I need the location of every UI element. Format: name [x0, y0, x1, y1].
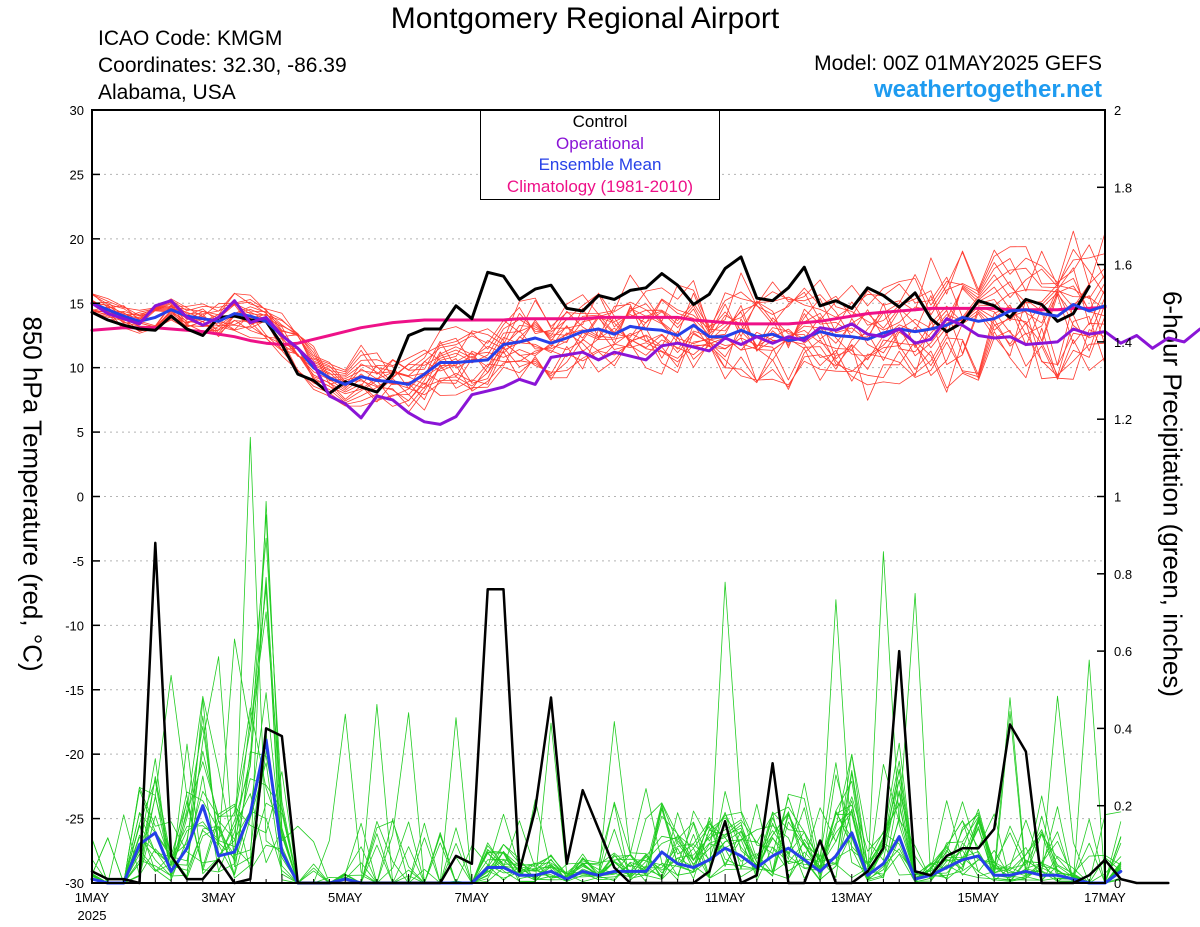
site-link[interactable]: weathertogether.net [873, 76, 1102, 103]
temp-member-line [91, 311, 1106, 407]
x-tick-label: 3MAY [201, 890, 236, 905]
temp-member-line [91, 310, 1106, 407]
precip-member-line [91, 659, 1122, 884]
y2-tick-label: 1.2 [1114, 412, 1132, 427]
y-tick-label: -10 [65, 618, 84, 633]
y2-tick-label: 0.8 [1114, 567, 1132, 582]
y-tick-label: -30 [65, 876, 84, 891]
coordinates: Coordinates: 32.30, -86.39 [98, 54, 347, 77]
temp-member-line [91, 306, 1106, 403]
x-tick-label: 17MAY [1084, 890, 1126, 905]
x-tick-label: 11MAY [705, 890, 746, 905]
temp-member-line [91, 230, 1106, 375]
y2-tick-label: 0.6 [1114, 644, 1132, 659]
x-tick-label: 7MAY [455, 890, 490, 905]
x-tick-sublabel: 2025 [78, 908, 107, 923]
icao-code: ICAO Code: KMGM [98, 27, 283, 50]
temp-member-line [91, 267, 1106, 382]
x-tick-label: 9MAY [581, 890, 616, 905]
precip-member-line [91, 743, 1122, 884]
temp-member-line [91, 267, 1106, 388]
precip-member-line [91, 599, 1122, 884]
y2-tick-label: 1.4 [1114, 335, 1132, 350]
precip-member-line [91, 697, 1122, 884]
legend-control: Control [572, 112, 628, 131]
y-tick-label: 0 [77, 490, 84, 505]
y-tick-label: 15 [70, 296, 84, 311]
y-tick-label: -15 [65, 683, 84, 698]
legend-climatology: Climatology (1981-2010) [506, 176, 694, 196]
temp-member-line [91, 244, 1106, 377]
precip-member-line [91, 611, 1122, 884]
model-run: Model: 00Z 01MAY2025 GEFS [814, 52, 1102, 75]
y2-tick-label: 0 [1114, 876, 1121, 891]
y2-tick-label: 0.4 [1114, 721, 1132, 736]
climatology-line [90, 305, 1107, 346]
precip-member-line [91, 500, 1122, 884]
precip-member-line [91, 750, 1122, 884]
x-tick-label: 1MAY [75, 890, 110, 905]
y-tick-label: 20 [70, 232, 84, 247]
y-tick-label: 30 [70, 103, 84, 118]
y-tick-label: -25 [65, 812, 84, 827]
x-tick-label: 15MAY [958, 890, 1000, 905]
y-tick-label: -20 [65, 747, 84, 762]
temp-operational-line [90, 299, 1200, 426]
region: Alabama, USA [98, 81, 236, 104]
y-tick-label: 5 [77, 425, 84, 440]
y2-tick-label: 1 [1114, 490, 1121, 505]
legend: Control Operational Ensemble Mean Climat… [480, 110, 720, 200]
y2-tick-label: 1.6 [1114, 258, 1132, 273]
chart-title: Montgomery Regional Airport [390, 2, 780, 35]
legend-operational: Operational [556, 133, 644, 153]
y-tick-label: 25 [70, 167, 84, 182]
precip-member-line [91, 656, 1122, 884]
precip-member-line [91, 577, 1122, 884]
x-tick-label: 5MAY [328, 890, 363, 905]
temp-member-line [91, 248, 1106, 384]
y2-tick-label: 1.8 [1114, 180, 1132, 195]
x-tick-label: 13MAY [831, 890, 873, 905]
y-tick-label: 10 [70, 361, 84, 376]
legend-ensemble-mean: Ensemble Mean [538, 155, 662, 174]
temp-member-line [91, 310, 1106, 411]
temp-member-line [91, 251, 1106, 378]
y2-tick-label: 0.2 [1114, 799, 1132, 814]
y-tick-label: -5 [72, 554, 84, 569]
y2-tick-label: 2 [1114, 103, 1121, 118]
